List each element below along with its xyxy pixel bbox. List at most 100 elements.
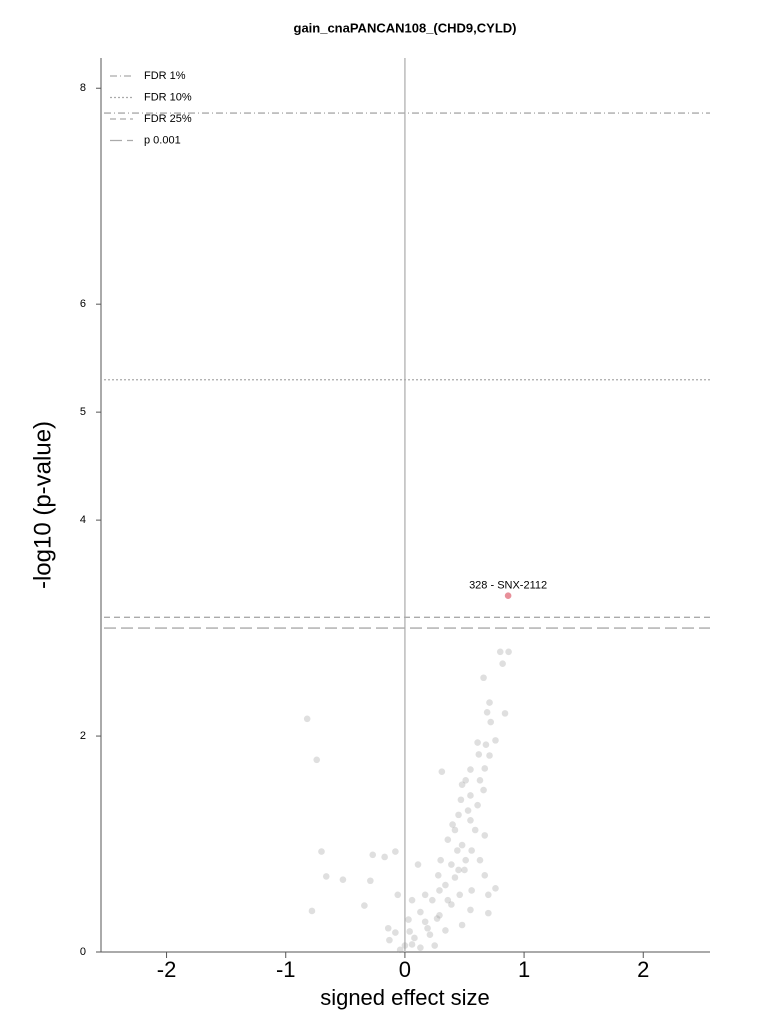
legend-label: p 0.001 xyxy=(144,134,181,146)
legend-label: FDR 25% xyxy=(144,113,192,125)
x-tick-label: 0 xyxy=(399,957,411,982)
point xyxy=(442,881,449,889)
point xyxy=(448,901,455,908)
point xyxy=(480,786,487,794)
point xyxy=(303,715,311,723)
point xyxy=(417,908,424,916)
point xyxy=(458,781,466,788)
point xyxy=(451,826,459,834)
point xyxy=(492,884,499,892)
point xyxy=(458,841,466,849)
point xyxy=(381,853,388,861)
point xyxy=(392,848,399,855)
point xyxy=(436,911,443,919)
point xyxy=(471,826,479,834)
x-tick-label: -2 xyxy=(157,957,177,982)
point xyxy=(426,931,434,939)
point xyxy=(392,929,399,936)
point xyxy=(456,891,464,899)
y-tick-label: 4 xyxy=(80,514,86,526)
point xyxy=(485,909,492,917)
point xyxy=(449,821,456,828)
point xyxy=(434,872,442,879)
x-tick-label: -1 xyxy=(276,957,296,982)
point xyxy=(436,887,443,894)
point xyxy=(485,891,492,899)
point xyxy=(318,848,325,855)
y-tick-label: 8 xyxy=(80,82,86,94)
point xyxy=(501,710,509,717)
point xyxy=(361,902,368,909)
point xyxy=(457,796,465,804)
point xyxy=(476,777,484,784)
point xyxy=(408,896,416,904)
point xyxy=(448,861,455,868)
x-tick-label: 2 xyxy=(637,957,649,982)
point xyxy=(367,877,374,885)
point xyxy=(421,891,429,899)
point xyxy=(467,792,474,799)
point xyxy=(414,861,422,868)
y-tick-label: 6 xyxy=(80,298,86,310)
point xyxy=(444,896,452,904)
point xyxy=(401,942,409,949)
point xyxy=(386,936,393,944)
point xyxy=(451,874,459,881)
point xyxy=(431,942,438,949)
point xyxy=(475,751,483,758)
point xyxy=(455,866,462,874)
point xyxy=(474,801,481,809)
point xyxy=(467,906,474,914)
point xyxy=(424,924,431,932)
point xyxy=(496,648,504,656)
point xyxy=(438,768,446,775)
point xyxy=(481,832,489,839)
point xyxy=(468,887,475,894)
point xyxy=(454,847,461,854)
point xyxy=(308,907,316,915)
x-axis-label: signed effect size xyxy=(320,985,490,1010)
point xyxy=(480,674,487,682)
point xyxy=(467,816,474,824)
point xyxy=(408,941,416,948)
point xyxy=(464,807,472,814)
point xyxy=(458,921,466,929)
highlight-point xyxy=(504,592,512,599)
point xyxy=(444,836,452,844)
chart-title: gain_cnaPANCAN108_(CHD9,CYLD) xyxy=(294,20,517,35)
point xyxy=(394,891,402,899)
point xyxy=(467,766,474,773)
point xyxy=(433,915,441,922)
point xyxy=(476,856,484,864)
point xyxy=(429,896,436,904)
highlight-label: 328 - SNX-2112 xyxy=(469,580,547,592)
point xyxy=(411,934,418,942)
point xyxy=(339,876,347,883)
point xyxy=(483,709,491,716)
point xyxy=(481,765,489,772)
point xyxy=(417,944,424,951)
point xyxy=(384,924,392,932)
point xyxy=(322,873,330,880)
point xyxy=(421,918,429,926)
point xyxy=(492,737,499,744)
point xyxy=(462,856,469,864)
y-axis-label: -log10 (p-value) xyxy=(29,421,56,589)
point xyxy=(462,777,469,784)
point xyxy=(437,856,444,864)
point xyxy=(406,928,413,935)
point xyxy=(474,739,481,746)
point xyxy=(461,866,468,874)
point xyxy=(369,851,377,859)
point xyxy=(442,927,449,934)
point xyxy=(486,752,493,759)
point xyxy=(396,946,404,954)
point xyxy=(499,660,506,668)
x-tick-label: 1 xyxy=(518,957,530,982)
point xyxy=(505,648,512,656)
y-tick-label: 5 xyxy=(80,406,86,418)
y-tick-label: 0 xyxy=(80,946,86,958)
point xyxy=(405,916,412,923)
point xyxy=(486,699,493,706)
point xyxy=(455,811,462,819)
